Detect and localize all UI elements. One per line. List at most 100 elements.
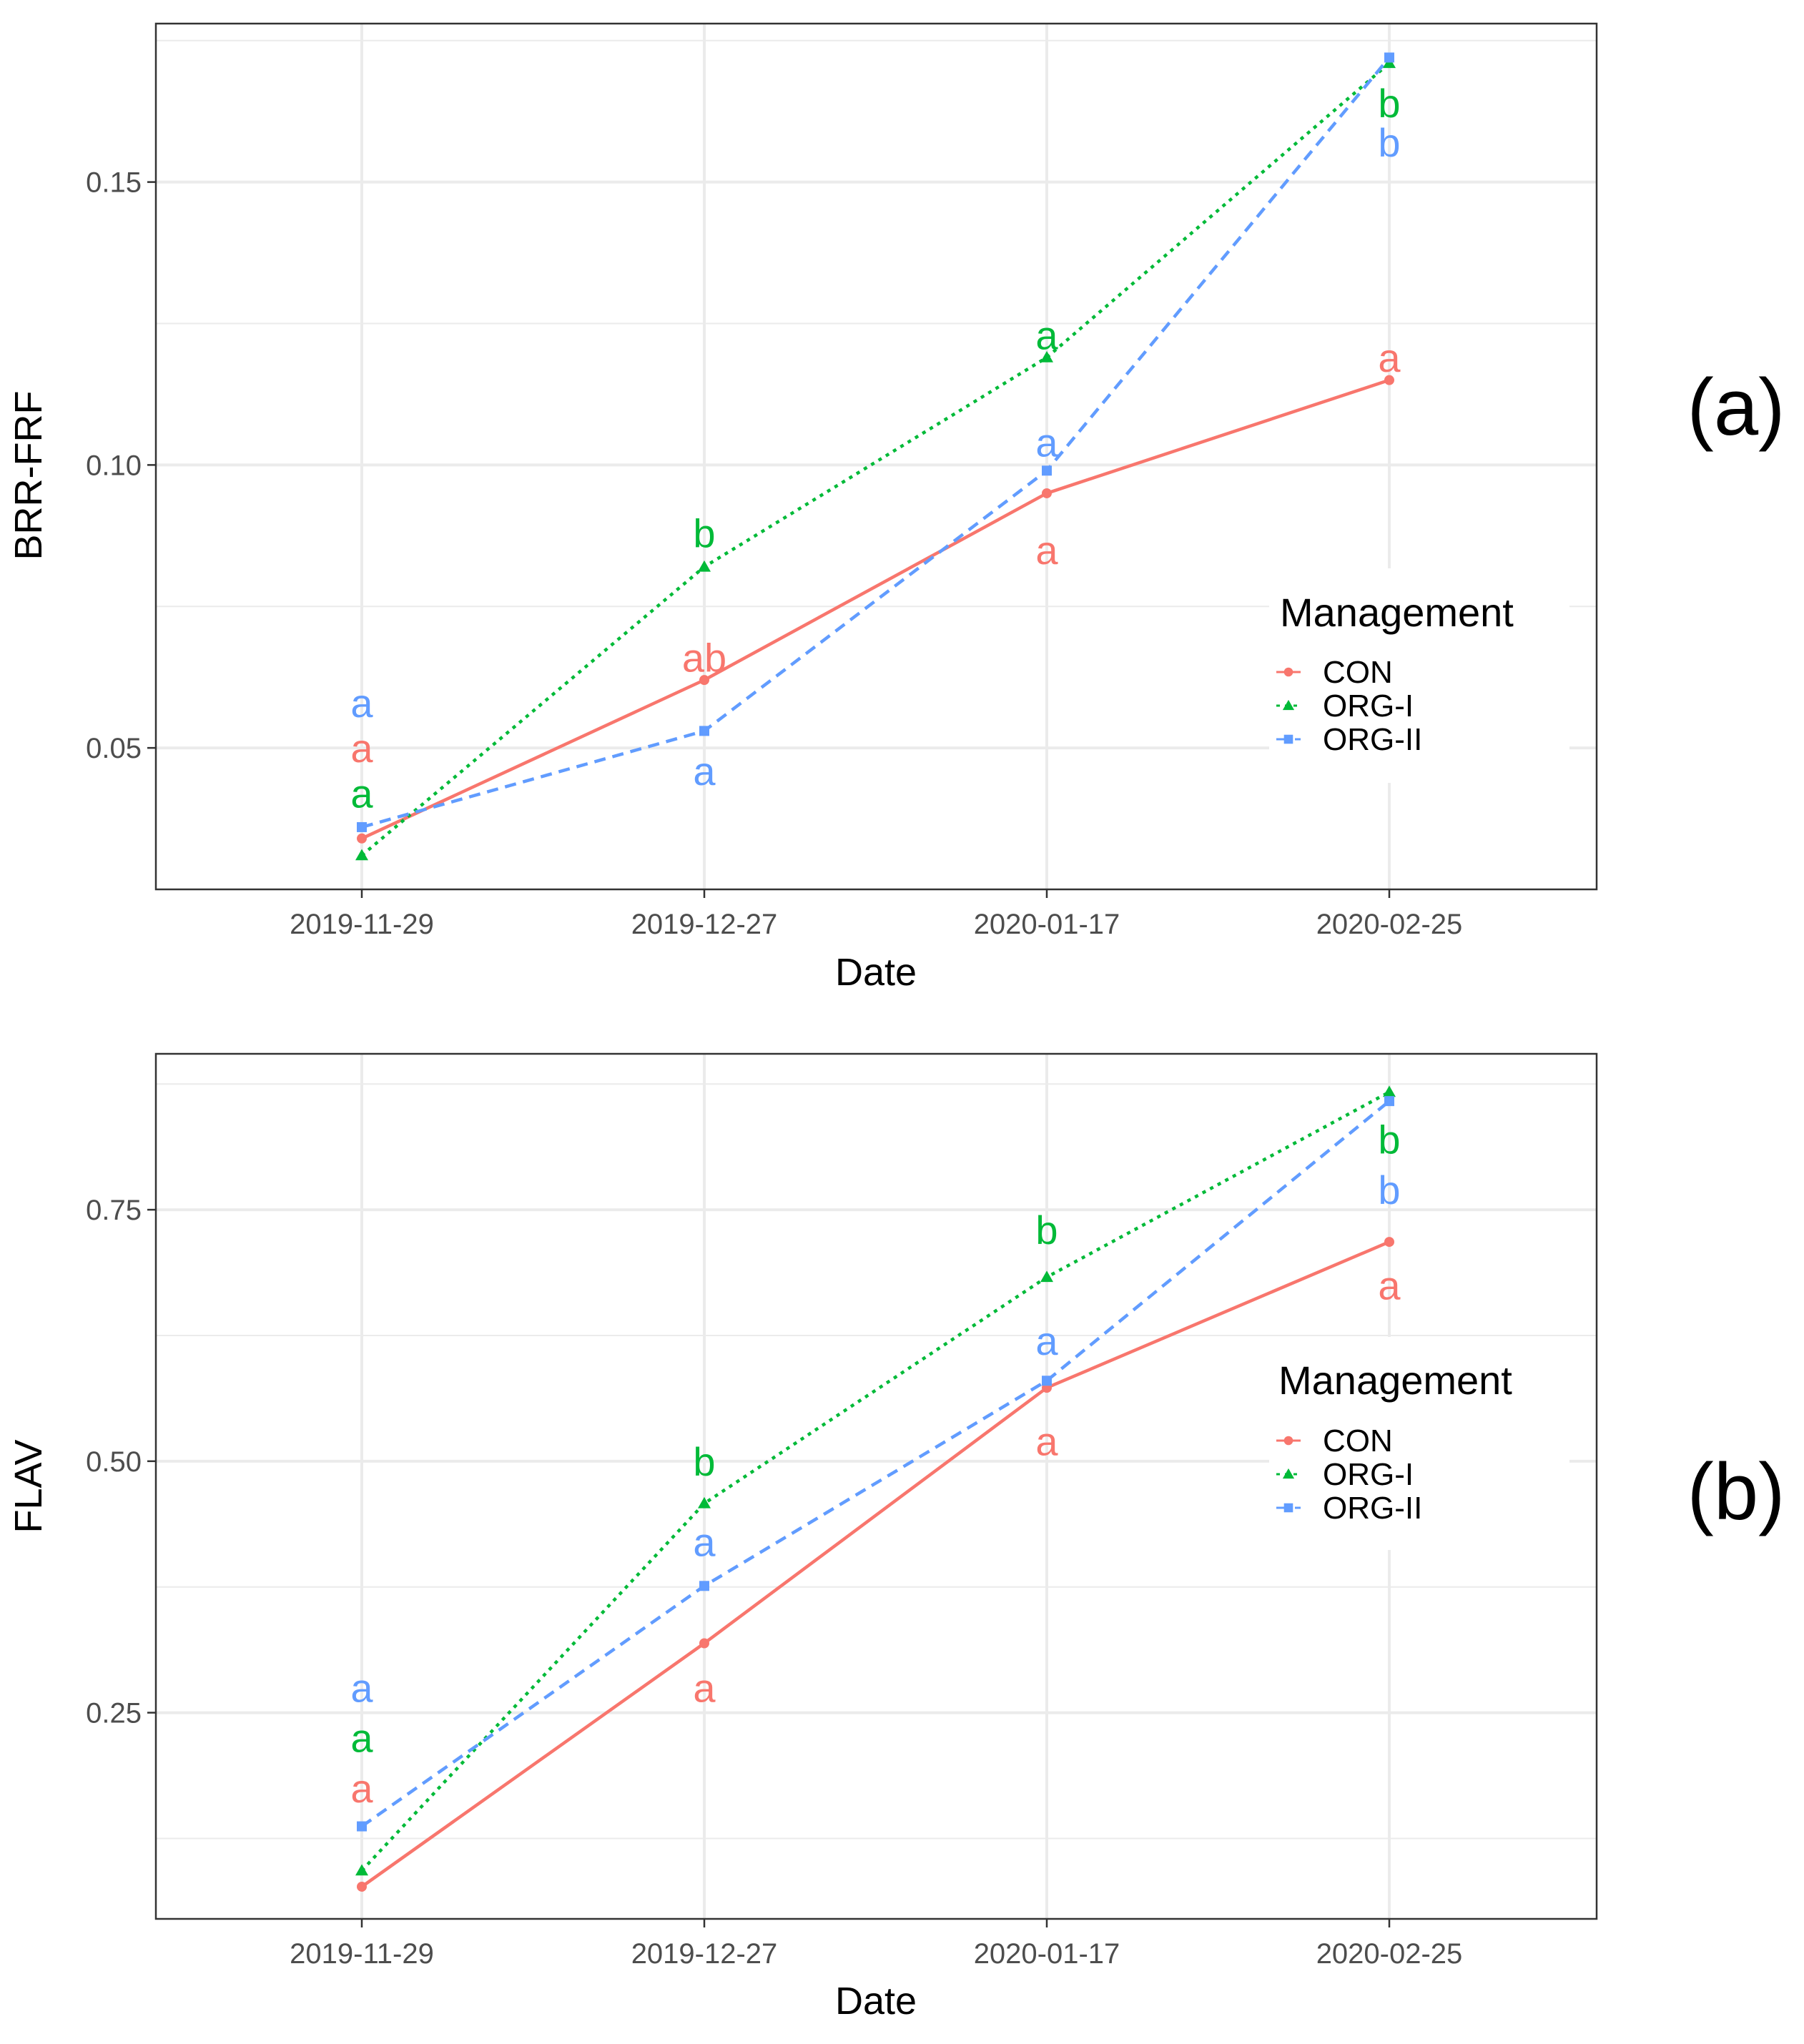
significance-letter: b <box>1378 1167 1400 1213</box>
legend-key-org-i <box>1282 699 1295 711</box>
data-point-org-i <box>1040 1270 1053 1283</box>
x-tick-label: 2020-01-17 <box>974 1938 1120 1970</box>
y-tick-label: 0.15 <box>86 167 142 199</box>
data-point-org-i <box>355 849 368 861</box>
significance-letter: a <box>350 726 373 771</box>
y-tick-label: 0.50 <box>86 1446 142 1478</box>
data-point-con <box>357 1881 367 1892</box>
legend-label: CON <box>1323 655 1393 690</box>
data-point-org-ii <box>699 726 709 736</box>
y-tick-label: 0.05 <box>86 733 142 764</box>
significance-letter: a <box>350 771 373 816</box>
data-point-con <box>357 833 367 844</box>
significance-letter: a <box>1378 1263 1401 1308</box>
series-markers <box>355 52 1396 861</box>
significance-letter: a <box>350 681 373 726</box>
series-markers <box>355 1085 1396 1892</box>
legend-label: ORG-I <box>1323 1457 1414 1492</box>
data-point-org-i <box>355 1864 368 1876</box>
series-line-org-i <box>360 61 1391 857</box>
data-point-org-i <box>1383 1085 1396 1097</box>
data-point-org-ii <box>357 1821 367 1832</box>
series-line-con <box>360 1240 1390 1888</box>
x-tick-label: 2019-12-27 <box>631 909 778 940</box>
x-tick-label: 2019-12-27 <box>631 1938 778 1970</box>
data-point-org-ii <box>1384 52 1394 63</box>
series-lines <box>360 1090 1391 1888</box>
significance-letter: ab <box>682 635 726 680</box>
significance-letter: a <box>350 1716 373 1761</box>
series-line-org-ii <box>360 1100 1391 1828</box>
significance-letter: b <box>1035 1208 1058 1253</box>
data-point-org-ii <box>699 1581 709 1591</box>
significance-letter: a <box>1035 312 1058 357</box>
significance-letter: b <box>1378 120 1400 165</box>
significance-letter: a <box>1035 528 1058 573</box>
data-point-org-ii <box>1042 465 1052 476</box>
x-tick-label: 2019-11-29 <box>290 909 434 940</box>
significance-letter: b <box>1378 1117 1400 1162</box>
significance-letter: a <box>693 1665 716 1710</box>
data-point-con <box>1384 375 1394 385</box>
legend-label: ORG-I <box>1323 688 1414 724</box>
significance-letter: b <box>1378 81 1400 126</box>
data-point-org-ii <box>357 821 367 832</box>
legend-label: ORG-II <box>1323 722 1422 757</box>
y-tick-label: 0.10 <box>86 450 142 481</box>
x-tick-label: 2020-02-25 <box>1316 1938 1463 1970</box>
x-axis-ticks: 2019-11-29 2019-12-27 2020-01-17 2020-02-25 <box>290 889 1462 940</box>
legend-title: Management <box>1280 590 1514 635</box>
legend-key-org-i <box>1282 1468 1295 1479</box>
y-tick-label: 0.75 <box>86 1195 142 1226</box>
panel-border <box>154 22 1598 891</box>
series-line-org-ii <box>361 56 1391 829</box>
legend-key-con <box>1283 667 1293 677</box>
significance-letter: a <box>1035 1419 1058 1464</box>
significance-letter: a <box>1035 1318 1058 1363</box>
panel-label: (b) <box>1687 1447 1785 1536</box>
y-axis-title: FLAV <box>7 1439 50 1533</box>
legend-label: CON <box>1323 1423 1393 1458</box>
y-axis-title: BRR-FRF <box>7 391 50 561</box>
series-line-con <box>361 378 1390 840</box>
series-lines <box>360 56 1391 857</box>
y-tick-label: 0.25 <box>86 1698 142 1729</box>
data-point-org-i <box>698 1496 711 1509</box>
legend-background <box>1269 568 1569 783</box>
x-axis-title: Date <box>835 1980 917 2023</box>
x-axis-title: Date <box>835 951 917 994</box>
significance-letter: b <box>693 510 715 556</box>
panel-border <box>154 1052 1598 1920</box>
y-axis-ticks: 0.25 0.50 0.75 <box>86 1195 156 1729</box>
x-tick-label: 2019-11-29 <box>290 1938 434 1970</box>
data-point-con <box>699 1638 709 1649</box>
x-axis-ticks: 2019-11-29 2019-12-27 2020-01-17 2020-02-25 <box>290 1919 1462 1970</box>
legend-key-org-ii <box>1283 1503 1293 1513</box>
legend-background <box>1269 1337 1569 1550</box>
legend-key-con <box>1283 1436 1293 1446</box>
significance-letter: a <box>1378 335 1401 380</box>
y-axis-ticks: 0.05 0.10 0.15 <box>86 167 156 764</box>
significance-letter: a <box>693 1519 716 1564</box>
data-point-org-i <box>698 560 711 572</box>
significance-letter: b <box>693 1439 715 1484</box>
data-point-con <box>1042 488 1052 498</box>
x-tick-label: 2020-01-17 <box>974 909 1120 940</box>
significance-letter: a <box>350 1766 373 1811</box>
data-point-org-ii <box>1384 1096 1394 1107</box>
data-point-con <box>1384 1237 1394 1248</box>
significance-letter: a <box>693 749 716 794</box>
legend-title: Management <box>1278 1358 1512 1403</box>
legend-key-org-ii <box>1283 734 1293 744</box>
significance-letter: a <box>1035 420 1058 465</box>
data-point-org-ii <box>1042 1376 1052 1386</box>
data-point-con <box>699 675 709 686</box>
data-point-org-i <box>1040 350 1053 362</box>
